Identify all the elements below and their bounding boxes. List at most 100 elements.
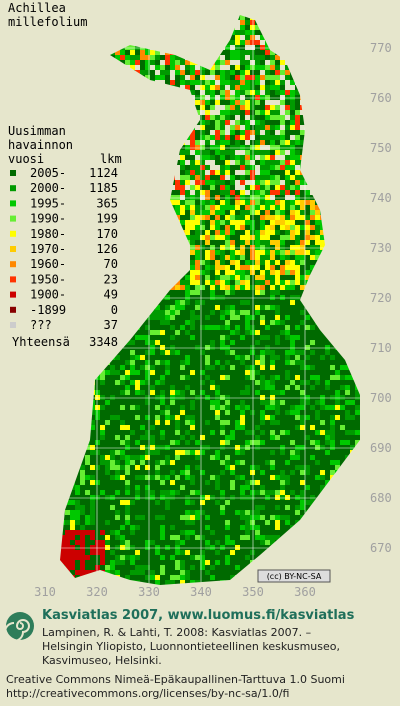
grid-cell	[125, 110, 130, 115]
grid-cell	[290, 210, 295, 215]
grid-cell	[275, 70, 280, 75]
grid-cell	[300, 395, 305, 400]
grid-cell	[345, 200, 350, 205]
grid-cell	[285, 360, 290, 365]
grid-cell	[360, 185, 365, 190]
grid-cell	[105, 20, 110, 25]
grid-cell	[75, 55, 80, 60]
grid-cell	[195, 375, 200, 380]
grid-cell	[90, 130, 95, 135]
grid-cell	[120, 410, 125, 415]
grid-cell	[285, 35, 290, 40]
grid-cell	[205, 105, 210, 110]
grid-cell	[230, 190, 235, 195]
grid-cell	[210, 170, 215, 175]
grid-cell	[235, 415, 240, 420]
grid-cell	[200, 20, 205, 25]
grid-cell	[40, 50, 45, 55]
grid-cell	[175, 375, 180, 380]
grid-cell	[150, 110, 155, 115]
grid-cell	[360, 390, 365, 395]
grid-cell	[310, 15, 315, 20]
grid-cell	[245, 225, 250, 230]
grid-cell	[50, 35, 55, 40]
grid-cell	[130, 165, 135, 170]
grid-cell	[150, 310, 155, 315]
grid-cell	[340, 405, 345, 410]
grid-cell	[295, 70, 300, 75]
grid-cell	[355, 150, 360, 155]
grid-cell	[165, 75, 170, 80]
grid-cell	[265, 360, 270, 365]
grid-cell	[155, 210, 160, 215]
grid-cell	[90, 410, 95, 415]
grid-cell	[60, 350, 65, 355]
grid-cell	[215, 365, 220, 370]
grid-cell	[290, 380, 295, 385]
grid-cell	[205, 315, 210, 320]
grid-cell	[40, 400, 45, 405]
grid-cell	[245, 320, 250, 325]
grid-cell	[235, 140, 240, 145]
grid-cell	[300, 25, 305, 30]
grid-cell	[180, 300, 185, 305]
grid-cell	[150, 230, 155, 235]
grid-cell	[40, 45, 45, 50]
grid-cell	[295, 240, 300, 245]
grid-cell	[175, 30, 180, 35]
grid-cell	[350, 395, 355, 400]
grid-cell	[245, 210, 250, 215]
grid-cell	[180, 295, 185, 300]
grid-cell	[335, 200, 340, 205]
grid-cell	[255, 120, 260, 125]
grid-cell	[280, 275, 285, 280]
grid-cell	[290, 25, 295, 30]
grid-cell	[290, 55, 295, 60]
grid-cell	[335, 390, 340, 395]
grid-cell	[305, 275, 310, 280]
grid-cell	[280, 385, 285, 390]
grid-cell	[170, 255, 175, 260]
grid-cell	[155, 50, 160, 55]
grid-cell	[105, 405, 110, 410]
grid-cell	[125, 210, 130, 215]
grid-cell	[105, 15, 110, 20]
grid-cell	[200, 15, 205, 20]
grid-cell	[85, 75, 90, 80]
grid-cell	[100, 65, 105, 70]
grid-cell	[355, 20, 360, 25]
grid-cell	[355, 140, 360, 145]
grid-cell	[220, 75, 225, 80]
grid-cell	[55, 65, 60, 70]
grid-cell	[255, 395, 260, 400]
grid-cell	[60, 155, 65, 160]
grid-cell	[340, 240, 345, 245]
grid-cell	[205, 140, 210, 145]
grid-cell	[120, 275, 125, 280]
grid-cell	[215, 200, 220, 205]
grid-cell	[90, 210, 95, 215]
grid-cell	[325, 60, 330, 65]
grid-cell	[40, 355, 45, 360]
grid-cell	[325, 165, 330, 170]
grid-cell	[230, 265, 235, 270]
grid-cell	[45, 355, 50, 360]
grid-cell	[105, 135, 110, 140]
grid-cell	[55, 380, 60, 385]
grid-cell	[140, 85, 145, 90]
grid-cell	[275, 330, 280, 335]
grid-cell	[315, 80, 320, 85]
grid-cell	[190, 405, 195, 410]
grid-cell	[255, 240, 260, 245]
grid-cell	[310, 60, 315, 65]
grid-cell	[275, 380, 280, 385]
grid-cell	[185, 290, 190, 295]
grid-cell	[330, 250, 335, 255]
grid-cell	[45, 380, 50, 385]
grid-cell	[300, 380, 305, 385]
grid-cell	[170, 10, 175, 15]
grid-cell	[195, 130, 200, 135]
grid-cell	[300, 240, 305, 245]
grid-cell	[230, 100, 235, 105]
grid-cell	[105, 355, 110, 360]
